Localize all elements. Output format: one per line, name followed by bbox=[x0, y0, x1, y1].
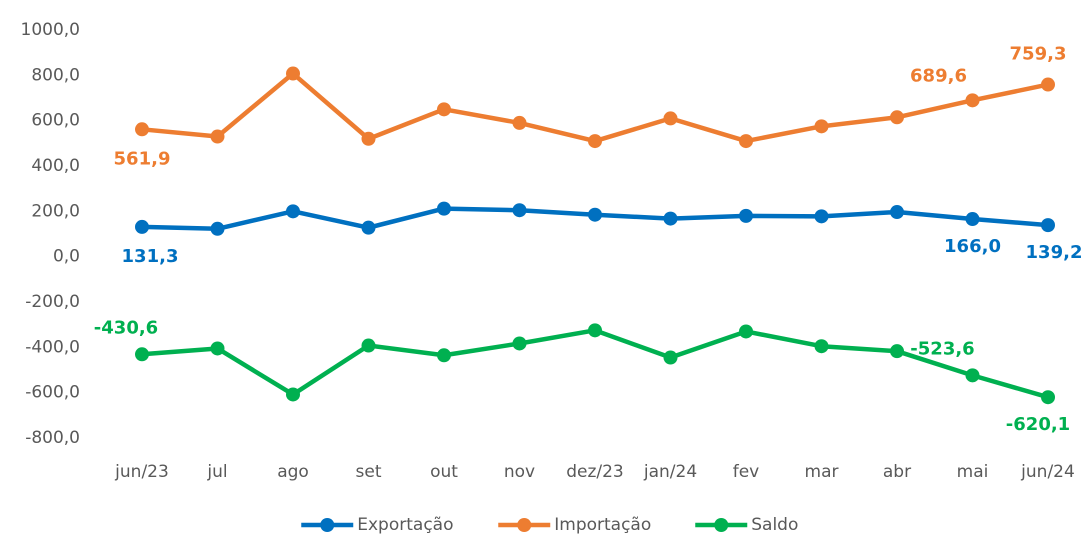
point bbox=[1041, 390, 1055, 405]
y-tick-label: 600,0 bbox=[31, 111, 80, 131]
legend-marker bbox=[320, 518, 335, 532]
point bbox=[965, 368, 980, 383]
data-label: 759,3 bbox=[1010, 44, 1067, 65]
data-label: 131,3 bbox=[122, 246, 179, 267]
point bbox=[286, 204, 300, 219]
data-label: 561,9 bbox=[114, 148, 171, 169]
x-tick-label: jun/23 bbox=[114, 462, 169, 482]
point bbox=[588, 323, 602, 338]
point bbox=[739, 208, 753, 223]
point bbox=[588, 207, 602, 222]
point bbox=[814, 119, 829, 134]
point bbox=[965, 93, 980, 108]
point bbox=[890, 110, 904, 125]
point bbox=[210, 221, 225, 236]
x-tick-label: nov bbox=[504, 462, 535, 482]
point bbox=[663, 111, 678, 126]
point bbox=[361, 338, 376, 353]
point bbox=[814, 209, 829, 224]
point bbox=[361, 131, 376, 146]
point bbox=[512, 336, 527, 351]
x-tick-label: jan/24 bbox=[643, 462, 697, 482]
point bbox=[739, 134, 753, 149]
point bbox=[135, 219, 149, 234]
x-tick-label: mar bbox=[805, 462, 839, 482]
data-label: -523,6 bbox=[910, 338, 974, 359]
point bbox=[965, 212, 980, 227]
point bbox=[663, 350, 678, 365]
x-tick-label: fev bbox=[733, 462, 760, 482]
point bbox=[135, 347, 149, 362]
y-tick-label: 200,0 bbox=[31, 201, 80, 221]
point bbox=[890, 344, 904, 359]
point bbox=[286, 387, 300, 402]
data-label: 166,0 bbox=[944, 236, 1001, 257]
point bbox=[361, 220, 376, 235]
y-tick-label: -800,0 bbox=[25, 428, 80, 448]
point bbox=[739, 324, 753, 339]
y-tick-label: -400,0 bbox=[25, 337, 80, 357]
point bbox=[135, 122, 149, 137]
y-tick-label: 800,0 bbox=[31, 65, 80, 85]
x-tick-label: out bbox=[430, 462, 458, 482]
point bbox=[814, 339, 829, 354]
point bbox=[437, 102, 451, 117]
data-label: 139,2 bbox=[1026, 242, 1083, 263]
data-label: -430,6 bbox=[94, 317, 158, 338]
x-tick-label: dez/23 bbox=[566, 462, 624, 482]
y-tick-label: 400,0 bbox=[31, 156, 80, 176]
legend-marker bbox=[517, 518, 532, 532]
y-tick-label: 1000,0 bbox=[21, 20, 80, 40]
x-tick-label: ago bbox=[277, 462, 309, 482]
point bbox=[512, 115, 527, 130]
y-tick-label: -600,0 bbox=[25, 383, 80, 403]
point bbox=[588, 134, 602, 149]
data-label: -620,1 bbox=[1006, 414, 1070, 435]
point bbox=[437, 348, 451, 363]
point bbox=[890, 205, 904, 220]
legend-label: Importação bbox=[554, 515, 651, 535]
x-tick-label: jul bbox=[206, 462, 227, 482]
x-tick-label: abr bbox=[883, 462, 911, 482]
point bbox=[210, 129, 225, 144]
legend-marker bbox=[714, 518, 729, 532]
point bbox=[286, 66, 300, 81]
y-tick-label: 0,0 bbox=[53, 247, 80, 267]
y-tick-label: -200,0 bbox=[25, 292, 80, 312]
point bbox=[437, 201, 451, 216]
point bbox=[1041, 218, 1055, 233]
legend-label: Saldo bbox=[751, 515, 798, 535]
data-label: 689,6 bbox=[910, 65, 967, 86]
point bbox=[1041, 77, 1055, 92]
point bbox=[512, 203, 527, 218]
x-tick-label: jun/24 bbox=[1020, 462, 1075, 482]
x-tick-label: mai bbox=[957, 462, 989, 482]
x-tick-label: set bbox=[356, 462, 382, 482]
legend-label: Exportação bbox=[357, 515, 453, 535]
point bbox=[663, 211, 678, 226]
point bbox=[210, 341, 225, 356]
